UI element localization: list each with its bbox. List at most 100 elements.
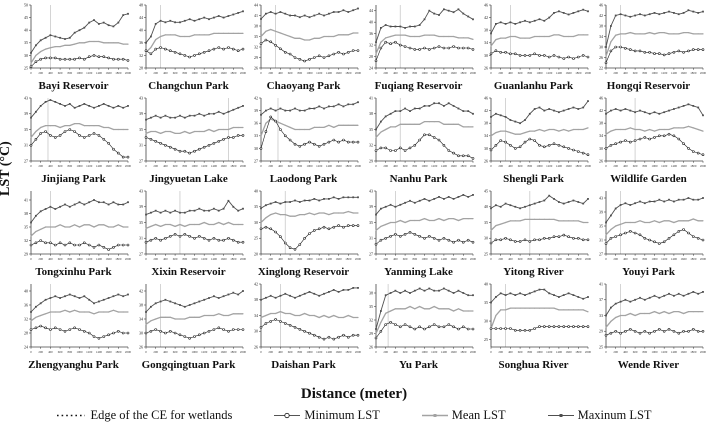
subplot-changchun-park: 28 32 36 40 44 48 0 200 400 600 800 1000 1200 1400 160… <box>131 2 246 95</box>
svg-text:2000: 2000 <box>240 71 246 75</box>
svg-text:1400: 1400 <box>326 164 333 168</box>
svg-text:39: 39 <box>24 111 28 116</box>
svg-text:32: 32 <box>254 44 258 49</box>
svg-text:26: 26 <box>254 65 258 70</box>
subplot-canvas-guanlanhu-park: 26 30 34 38 42 46 0 200 400 600 800 1000 1200 1400 160… <box>484 2 591 75</box>
svg-text:2000: 2000 <box>585 71 591 75</box>
svg-text:1000: 1000 <box>76 71 83 75</box>
svg-text:200: 200 <box>613 164 618 168</box>
svg-text:200: 200 <box>153 257 158 261</box>
svg-text:600: 600 <box>403 350 408 354</box>
svg-text:45: 45 <box>484 188 488 193</box>
svg-text:1800: 1800 <box>230 164 237 168</box>
svg-text:39: 39 <box>139 111 143 116</box>
svg-text:1600: 1600 <box>451 257 458 261</box>
svg-text:400: 400 <box>163 71 168 75</box>
svg-text:0: 0 <box>30 350 32 354</box>
svg-text:400: 400 <box>163 350 168 354</box>
svg-text:1000: 1000 <box>651 257 658 261</box>
svg-text:1200: 1200 <box>546 164 553 168</box>
svg-text:30: 30 <box>484 53 488 58</box>
svg-text:27: 27 <box>139 251 143 256</box>
subplot-canvas-fuqiang-reservoir: 24 28 32 36 40 44 0 200 400 600 800 1000 1200 1400 160… <box>369 5 476 75</box>
legend-item-mean-lst: Mean LST <box>421 408 506 423</box>
svg-text:2000: 2000 <box>125 350 131 354</box>
svg-text:800: 800 <box>642 257 647 261</box>
svg-text:200: 200 <box>153 350 158 354</box>
svg-text:30: 30 <box>254 220 258 225</box>
svg-text:2000: 2000 <box>700 71 706 75</box>
svg-text:35: 35 <box>24 224 28 229</box>
svg-text:2000: 2000 <box>700 350 706 354</box>
svg-text:1400: 1400 <box>326 350 333 354</box>
svg-text:29: 29 <box>254 55 258 60</box>
svg-text:34: 34 <box>599 34 603 39</box>
svg-text:43: 43 <box>139 95 143 100</box>
svg-text:1800: 1800 <box>115 164 122 168</box>
svg-text:1400: 1400 <box>441 164 448 168</box>
subplot-title-yitong-river: Yitong River <box>503 266 564 278</box>
subplot-title-chaoyang-park: Chaoyang Park <box>266 80 341 92</box>
svg-text:1800: 1800 <box>460 350 467 354</box>
svg-text:27: 27 <box>139 158 143 163</box>
svg-text:400: 400 <box>393 350 398 354</box>
svg-text:1800: 1800 <box>575 350 582 354</box>
subplot-daishan-park: 26 30 34 38 42 0 200 400 600 800 1000 1200 1400 1600 1… <box>246 281 361 374</box>
svg-text:600: 600 <box>288 350 293 354</box>
subplot-title-youyi-park: Youyi Park <box>622 266 675 278</box>
svg-text:39: 39 <box>599 209 603 214</box>
svg-text:1200: 1200 <box>661 257 668 261</box>
svg-text:46: 46 <box>484 95 488 100</box>
subplot-title-xinglong-reservoir: Xinglong Reservoir <box>257 266 350 278</box>
subplot-canvas-wende-river: 25 29 33 37 41 0 200 400 600 800 1000 1200 1400 1600 1… <box>599 281 706 354</box>
svg-text:36: 36 <box>369 31 373 36</box>
svg-text:2000: 2000 <box>355 164 361 168</box>
svg-text:1200: 1200 <box>86 164 93 168</box>
svg-text:1800: 1800 <box>460 164 467 168</box>
svg-text:1200: 1200 <box>316 257 323 261</box>
svg-text:0: 0 <box>490 164 492 168</box>
svg-text:2000: 2000 <box>355 71 361 75</box>
subplot-title-xixin-reservoir: Xixin Reservoir <box>151 266 226 278</box>
svg-text:42: 42 <box>139 288 143 293</box>
svg-text:1000: 1000 <box>651 71 658 75</box>
svg-text:1400: 1400 <box>671 164 678 168</box>
svg-text:25: 25 <box>484 251 488 256</box>
subplot-shengli-park: 26 30 34 38 42 46 0 200 400 600 800 1000 1200 1400 160… <box>476 95 591 188</box>
svg-text:1200: 1200 <box>661 71 668 75</box>
svg-text:1200: 1200 <box>546 350 553 354</box>
legend-label: Minimum LST <box>304 408 380 422</box>
subplot-title-zhengyanghu-park: Zhengyanghu Park <box>28 359 119 371</box>
svg-text:200: 200 <box>38 71 43 75</box>
svg-text:200: 200 <box>38 164 43 168</box>
svg-text:1200: 1200 <box>86 257 93 261</box>
svg-text:1800: 1800 <box>575 71 582 75</box>
svg-text:1600: 1600 <box>106 350 113 354</box>
svg-text:42: 42 <box>484 15 488 20</box>
svg-text:35: 35 <box>139 127 143 132</box>
svg-text:36: 36 <box>139 40 143 45</box>
svg-text:600: 600 <box>288 71 293 75</box>
svg-text:26: 26 <box>254 344 258 349</box>
svg-text:1000: 1000 <box>191 257 198 261</box>
svg-text:1600: 1600 <box>336 71 343 75</box>
svg-text:1000: 1000 <box>536 164 543 168</box>
subplot-songhua-river: 25 30 35 40 0 200 400 600 800 1000 1200 1400 1600 180… <box>476 281 591 374</box>
svg-text:1000: 1000 <box>421 257 428 261</box>
svg-text:44: 44 <box>369 8 373 13</box>
subplot-canvas-changchun-park: 28 32 36 40 44 48 0 200 400 600 800 1000 1200 1400 160… <box>139 2 246 75</box>
svg-text:400: 400 <box>48 350 53 354</box>
svg-text:800: 800 <box>297 71 302 75</box>
svg-text:800: 800 <box>642 350 647 354</box>
svg-text:0: 0 <box>605 71 607 75</box>
svg-text:1400: 1400 <box>211 164 218 168</box>
svg-text:25: 25 <box>254 236 258 241</box>
subplot-yanming-lake: 27 31 35 39 43 0 200 400 600 800 1000 1200 1400 1600 1… <box>361 188 476 281</box>
svg-text:1800: 1800 <box>690 350 697 354</box>
svg-text:35: 35 <box>24 40 28 45</box>
svg-text:38: 38 <box>254 23 258 28</box>
svg-text:1200: 1200 <box>86 350 93 354</box>
